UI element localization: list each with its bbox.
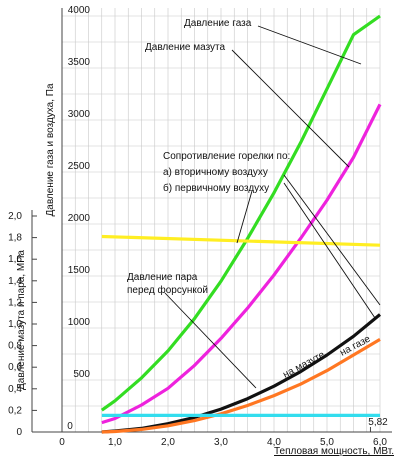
y-mpa-tick-label: 0,6 — [8, 362, 22, 373]
label-burner-resistance: Сопротивление горелки по: — [163, 151, 290, 162]
series-group — [100, 14, 382, 434]
leader-mazut — [231, 49, 350, 168]
series-line-4 — [101, 234, 381, 247]
y-pa-tick-label: 1000 — [68, 317, 91, 328]
y-mpa-tick-label: 1,4 — [8, 276, 22, 287]
label-mazut-pressure: Давление мазута — [145, 42, 226, 53]
y-mpa-tick-label: 1,6 — [8, 254, 22, 265]
x-tick-label: 2,0 — [161, 437, 175, 448]
ylabel-left: Давление мазута и пара, МПа — [16, 250, 27, 390]
label-primary-air: б) первичному воздуху — [163, 182, 269, 194]
y-mpa-tick-label: 1,2 — [8, 297, 22, 308]
label-secondary-air: а) вторичному воздуху — [163, 167, 268, 178]
y-pa-tick-label: 0 — [67, 421, 73, 432]
x-tick-label: 0 — [59, 437, 65, 448]
label-steam-pressure-2: перед форсункой — [127, 284, 208, 296]
leader-secondary-air — [283, 174, 381, 306]
xlabel: Тепловая мощность, МВт. — [274, 446, 394, 457]
x-tick-label: 4,0 — [267, 437, 281, 448]
y-pa-tick-label: 500 — [73, 369, 90, 380]
leader-lines — [164, 25, 381, 389]
leader-steam — [164, 292, 257, 389]
y-pa-tick-label: 2000 — [68, 213, 91, 224]
leader-gas — [257, 25, 362, 65]
tick-labels: 0 1,0 2,0 3,0 4,0 5,0 6,0 0 500 1000 1500 2000 2500 3… — [8, 5, 387, 448]
marker-label: 5,82 — [368, 417, 388, 428]
y-mpa-tick-label: 0,8 — [8, 341, 22, 352]
series-line-3 — [101, 338, 381, 434]
leader-primary-air-1 — [283, 182, 376, 319]
y-pa-tick-label: 1500 — [68, 265, 91, 276]
y-mpa-tick-label: 0,2 — [8, 405, 22, 416]
label-gas-pressure: Давление газа — [184, 18, 252, 29]
y-mpa-tick-label: 0,4 — [8, 384, 22, 395]
y-mpa-tick-label: 0 — [16, 427, 22, 438]
y-pa-tick-label: 4000 — [68, 5, 91, 16]
y-mpa-tick-label: 1,8 — [8, 233, 22, 244]
axes — [31, 8, 392, 433]
x-tick-label: 1,0 — [108, 437, 122, 448]
x-tick-label: 3,0 — [214, 437, 228, 448]
x-tick-label: 5,0 — [320, 437, 334, 448]
series-line-0 — [100, 14, 381, 412]
leader-primary-air-2 — [236, 190, 253, 244]
label-steam-pressure-1: Давление пара — [127, 272, 198, 283]
y-mpa-tick-label: 2,0 — [8, 211, 22, 222]
y-pa-tick-label: 3500 — [68, 57, 91, 68]
series-line-1 — [101, 103, 382, 425]
y-pa-tick-label: 3000 — [68, 109, 91, 120]
x-tick-label: 6,0 — [373, 437, 387, 448]
grid — [62, 8, 381, 433]
y-mpa-tick-label: 1,0 — [8, 319, 22, 330]
y-pa-tick-label: 2500 — [68, 161, 91, 172]
ylabel-right: Давление газа и воздуха, Па — [45, 83, 56, 216]
